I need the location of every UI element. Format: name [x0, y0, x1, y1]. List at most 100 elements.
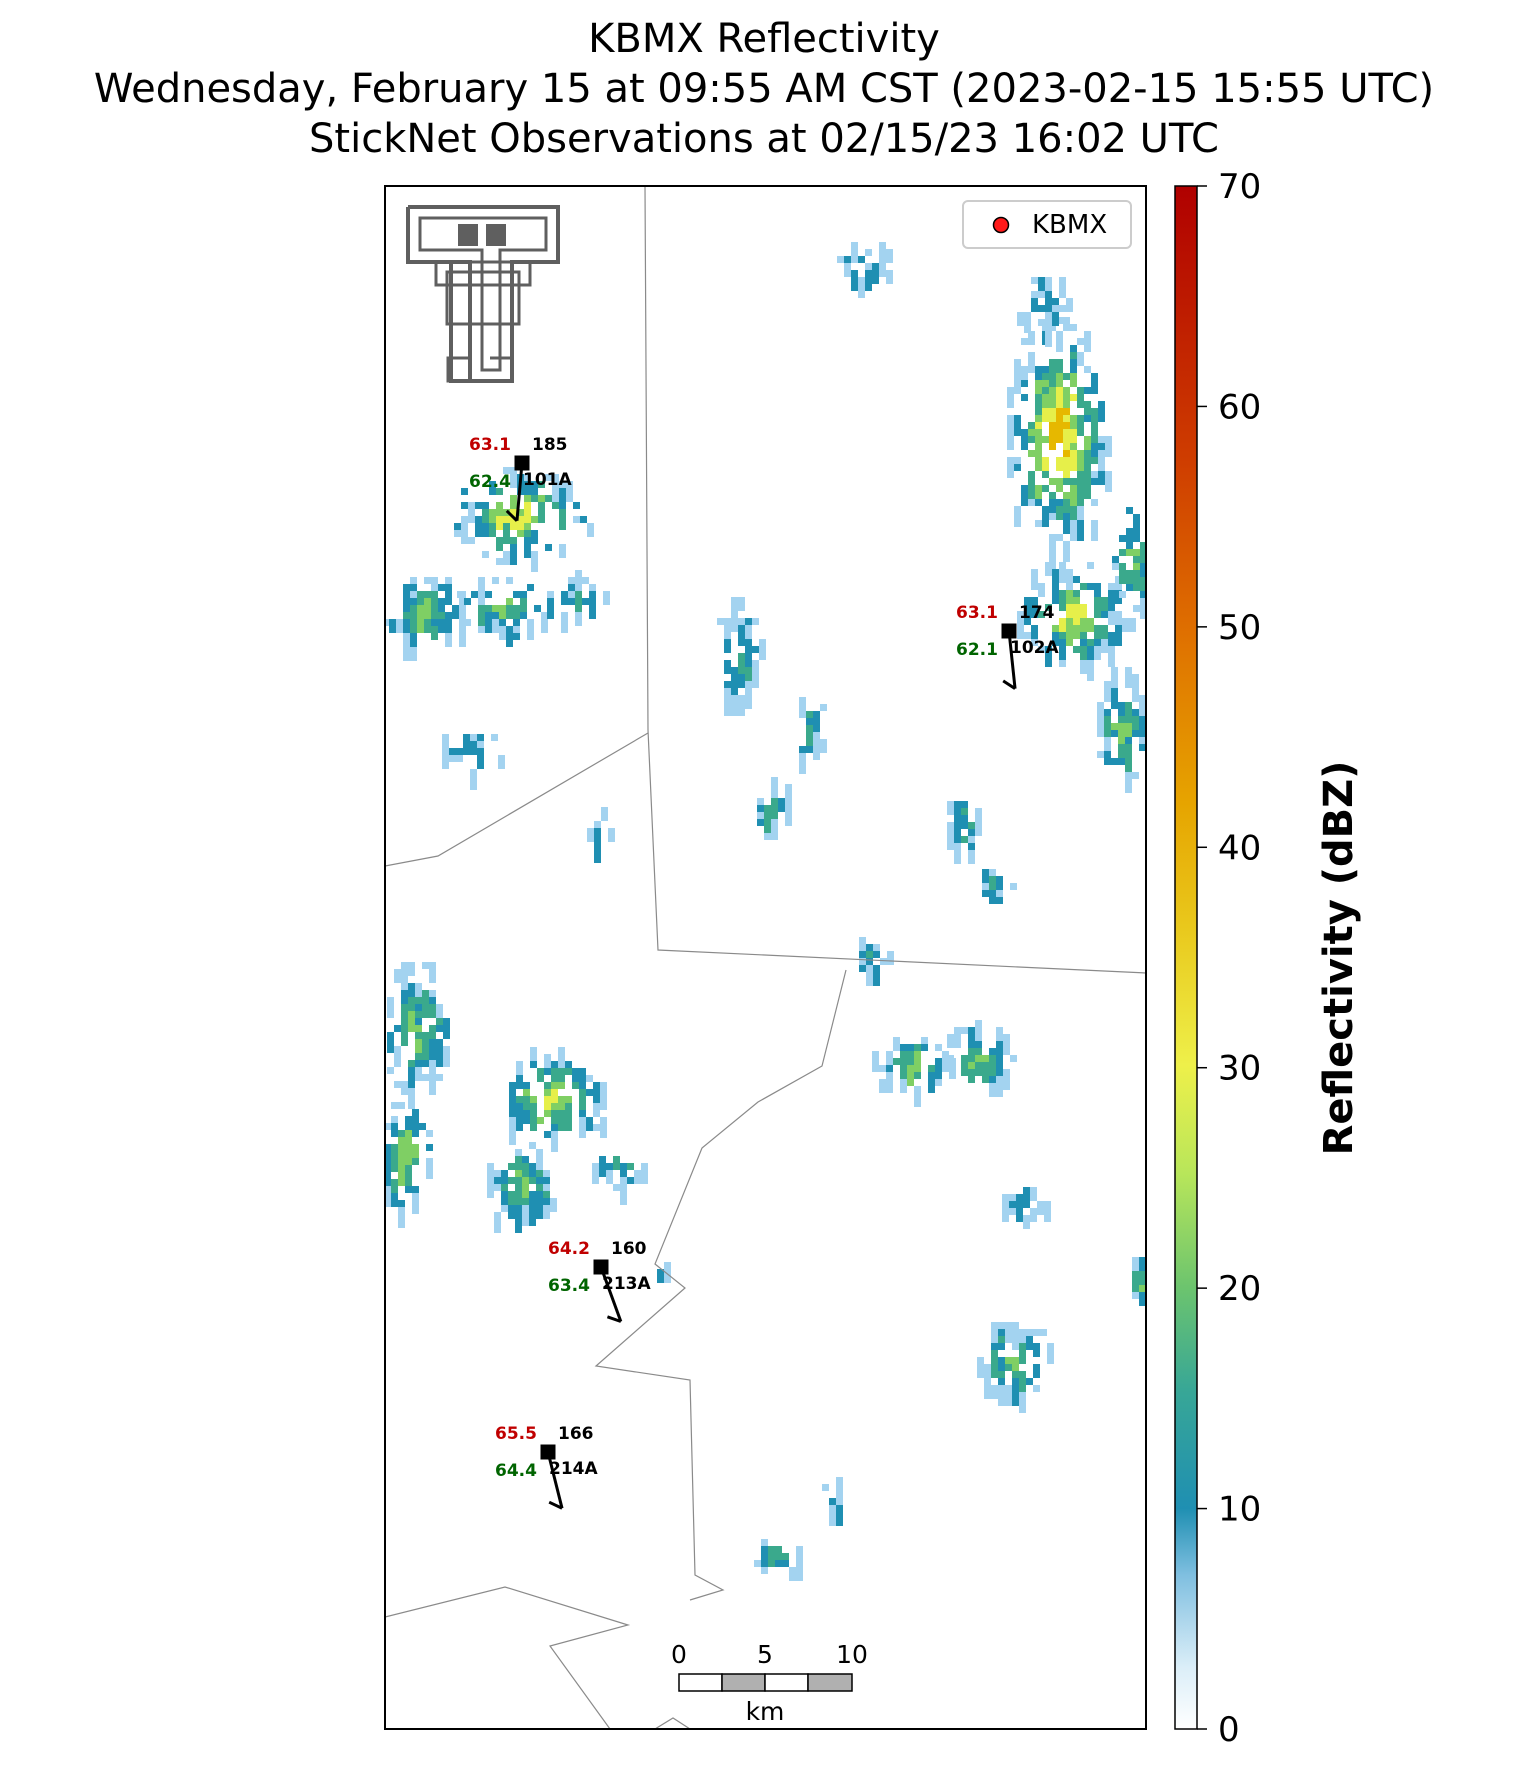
echo-cell [594, 828, 601, 842]
echo-cell [989, 1055, 996, 1076]
echo-cell [594, 849, 601, 863]
echo-cell [575, 612, 582, 626]
echo-cell [996, 876, 1003, 883]
echo-cell [405, 1116, 412, 1130]
echo-cell [1111, 688, 1118, 709]
echo-cell [536, 1184, 543, 1191]
echo-cell [1098, 408, 1105, 415]
echo-cell [515, 1156, 522, 1177]
echo-cell [1125, 730, 1132, 737]
echo-cell [1146, 1257, 1153, 1278]
echo-cell [587, 523, 594, 537]
echo-cell [501, 1191, 508, 1205]
echo-cell [1087, 562, 1094, 569]
echo-cell [1147, 535, 1154, 549]
echo-cell [1010, 1055, 1017, 1062]
echo-cell [558, 1117, 565, 1131]
echo-cell [1007, 387, 1014, 408]
echo-cell [452, 605, 459, 619]
station-214A: 65.5 166 64.4 214A [495, 1424, 598, 1510]
echo-cell [724, 639, 731, 646]
echo-cell [1111, 667, 1118, 688]
echo-cell [1049, 359, 1056, 380]
echo-cell [1021, 338, 1028, 345]
echo-cell [1084, 366, 1091, 373]
echo-cell [508, 1205, 515, 1219]
colorbar-tick-label: 0 [1218, 1710, 1240, 1750]
echo-cell [545, 474, 552, 481]
echo-cell [494, 1177, 501, 1184]
echo-cell [1066, 625, 1073, 646]
echo-cell [417, 612, 424, 633]
echo-cell [401, 990, 408, 997]
echo-cell [1030, 1208, 1037, 1222]
echo-cell [1056, 317, 1063, 324]
echo-cell [775, 1560, 782, 1567]
echo-cell [408, 1011, 415, 1032]
echo-cell [1140, 563, 1146, 584]
echo-cell [396, 626, 403, 633]
echo-cell [456, 748, 463, 755]
echo-cell [487, 1163, 494, 1170]
echo-cell [664, 1262, 671, 1283]
echo-cell [522, 1198, 529, 1205]
echo-cell [1009, 1208, 1016, 1215]
echo-cell [1024, 632, 1031, 639]
echo-cell [508, 1177, 515, 1184]
echo-cell [538, 502, 545, 523]
echo-cell [886, 1051, 893, 1072]
echo-cell [551, 1089, 558, 1110]
echo-cell [600, 1117, 607, 1138]
echo-cell [1024, 618, 1031, 625]
echo-cell [1031, 639, 1038, 646]
echo-cell [1073, 611, 1080, 618]
echo-cell [914, 1072, 921, 1079]
echo-cell [1070, 485, 1077, 506]
echo-cell [536, 1149, 543, 1170]
echo-cell [968, 1069, 975, 1083]
echo-cell [1024, 312, 1031, 333]
echo-cell [1073, 646, 1080, 653]
echo-cell [954, 1027, 961, 1048]
echo-cell [529, 1142, 536, 1149]
echo-cell [724, 660, 731, 674]
echo-cell [419, 1123, 426, 1130]
echo-cell [998, 1343, 1005, 1350]
echo-cell [907, 1065, 914, 1086]
echo-cell [436, 1025, 443, 1032]
echo-cell [1063, 373, 1070, 380]
echo-cell [1038, 646, 1045, 653]
sticknet-stations: 63.1 185 62.4 101A 63.1 174 62.1 102A 64.2 160 63.… [469, 435, 1059, 1510]
echo-cell [1139, 1264, 1146, 1271]
echo-cell [415, 997, 422, 1004]
echo-cell [1028, 429, 1035, 436]
echo-cell [768, 1546, 775, 1567]
echo-cell [961, 1027, 968, 1034]
echo-cell [1045, 562, 1052, 576]
echo-cell [394, 1046, 401, 1067]
echo-cell [552, 502, 559, 509]
echo-cell [586, 1089, 593, 1096]
echo-cell [599, 1163, 606, 1177]
echo-cell [947, 1034, 954, 1048]
echo-cell [886, 1072, 893, 1093]
echo-cell [837, 256, 844, 263]
echo-cell [422, 1032, 429, 1046]
echo-cell [1084, 331, 1091, 352]
echo-cell [1024, 597, 1031, 618]
echo-cell [572, 1082, 579, 1089]
echo-cell [1125, 667, 1132, 688]
echo-cell [1146, 1278, 1153, 1292]
echo-cell [1059, 562, 1066, 583]
echo-cell [975, 815, 982, 836]
echo-cell [1059, 618, 1066, 639]
echo-cell [509, 1089, 516, 1110]
echo-cell [443, 1046, 450, 1067]
echo-cell [551, 1068, 558, 1082]
echo-cell [1010, 883, 1017, 890]
echo-cell [724, 695, 731, 716]
echo-cell [582, 598, 589, 605]
station-temperature: 63.1 [469, 435, 511, 455]
station-id: 213A [602, 1274, 651, 1294]
echo-cell [1026, 1336, 1033, 1350]
